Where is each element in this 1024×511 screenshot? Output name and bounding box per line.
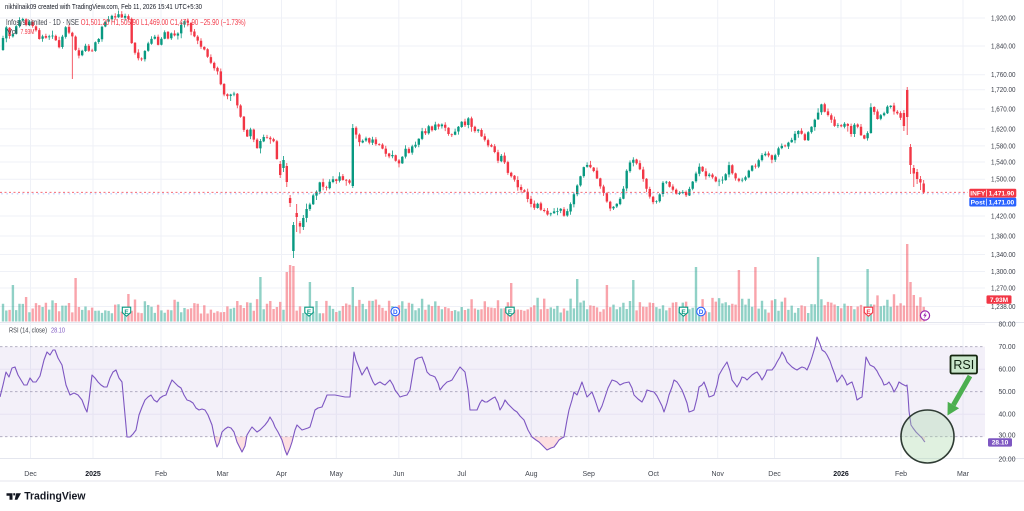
svg-text:Jun: Jun (393, 471, 404, 478)
svg-text:E: E (866, 309, 871, 316)
svg-text:Mar: Mar (216, 471, 229, 478)
svg-text:Dec: Dec (768, 471, 781, 478)
svg-text:2025: 2025 (85, 471, 101, 478)
svg-text:1,340.00: 1,340.00 (991, 252, 1016, 259)
svg-text:Feb: Feb (155, 471, 167, 478)
svg-text:20.00: 20.00 (999, 457, 1016, 464)
svg-text:60.00: 60.00 (999, 367, 1016, 374)
svg-text:Sep: Sep (582, 471, 595, 478)
svg-text:Aug: Aug (525, 471, 538, 478)
svg-text:1,620.00: 1,620.00 (991, 126, 1016, 133)
svg-text:Infosys Limited · 1D · NSE: Infosys Limited · 1D · NSE (6, 18, 79, 27)
svg-text:RSI (14, close): RSI (14, close) (9, 326, 47, 335)
svg-text:Dec: Dec (24, 471, 37, 478)
svg-text:Mar: Mar (957, 471, 970, 478)
svg-text:Post: Post (971, 199, 986, 206)
svg-text:Jul: Jul (457, 471, 466, 478)
svg-text:1,420.00: 1,420.00 (991, 213, 1016, 220)
svg-text:Nov: Nov (711, 471, 724, 478)
svg-text:1,540.00: 1,540.00 (991, 159, 1016, 166)
svg-text:E: E (508, 309, 513, 316)
svg-text:7.93M: 7.93M (990, 297, 1009, 304)
svg-text:O1,501.20 H1,505.90 L1,469.0: O1,501.20 H1,505.90 L1,469.00 C1,471.90 … (81, 18, 246, 27)
svg-text:1,920.00: 1,920.00 (991, 15, 1016, 22)
svg-text:2026: 2026 (833, 471, 849, 478)
svg-text:28.10: 28.10 (51, 326, 65, 335)
svg-text:1,720.00: 1,720.00 (991, 87, 1016, 94)
svg-text:1,380.00: 1,380.00 (991, 233, 1016, 240)
svg-text:Oct: Oct (648, 471, 659, 478)
svg-text:TradingView: TradingView (24, 491, 85, 503)
svg-text:40.00: 40.00 (999, 412, 1016, 419)
svg-text:28.10: 28.10 (992, 440, 1009, 447)
svg-text:1,500.00: 1,500.00 (991, 177, 1016, 184)
svg-text:Apr: Apr (276, 471, 288, 478)
svg-text:7.93M: 7.93M (21, 27, 35, 36)
svg-text:May: May (330, 471, 344, 478)
svg-text:E: E (307, 309, 312, 316)
svg-text:1,580.00: 1,580.00 (991, 143, 1016, 150)
svg-text:Feb: Feb (895, 471, 907, 478)
svg-text:1,471.00: 1,471.00 (989, 199, 1015, 206)
svg-text:Vol: Vol (7, 27, 18, 36)
svg-text:INFY: INFY (970, 190, 986, 197)
svg-text:50.00: 50.00 (999, 389, 1016, 396)
svg-text:30.00: 30.00 (999, 433, 1016, 440)
svg-text:D: D (699, 309, 704, 316)
svg-text:D: D (393, 309, 398, 316)
svg-text:1,840.00: 1,840.00 (991, 43, 1016, 50)
svg-text:E: E (124, 309, 129, 316)
svg-text:RSI: RSI (953, 358, 974, 372)
svg-text:70.00: 70.00 (999, 344, 1016, 351)
svg-text:1,238.00: 1,238.00 (991, 304, 1016, 311)
svg-text:1,270.00: 1,270.00 (991, 285, 1016, 292)
svg-text:E: E (681, 309, 686, 316)
svg-text:1,471.90: 1,471.90 (989, 190, 1015, 197)
svg-text:1,300.00: 1,300.00 (991, 269, 1016, 276)
svg-text:1,670.00: 1,670.00 (991, 106, 1016, 113)
svg-text:80.00: 80.00 (999, 322, 1016, 329)
svg-text:nikhilnaik09 created with Trad: nikhilnaik09 created with TradingView.co… (5, 2, 202, 11)
svg-text:1,760.00: 1,760.00 (991, 72, 1016, 79)
